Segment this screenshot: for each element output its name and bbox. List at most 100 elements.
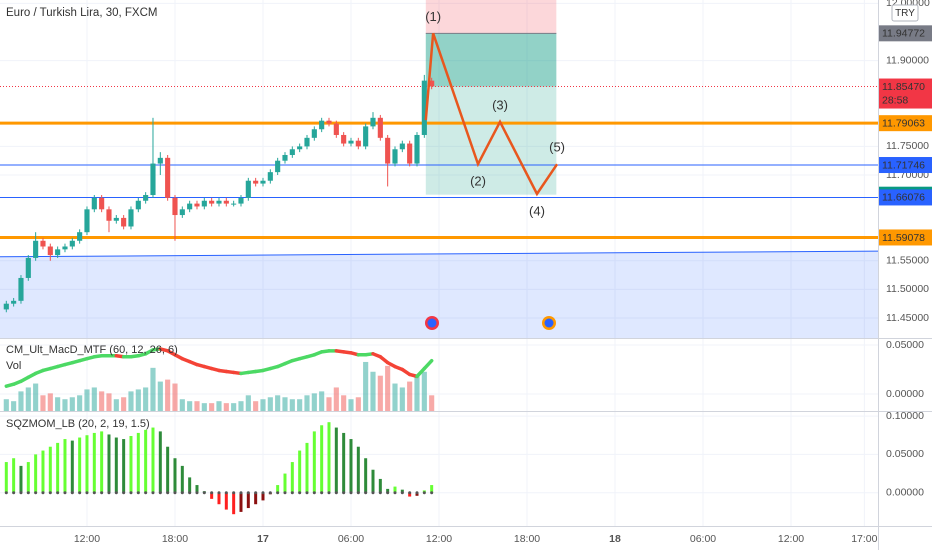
squeeze-dot <box>430 491 434 495</box>
volume-bar <box>289 399 295 411</box>
candle-body <box>319 120 325 130</box>
momentum-bar <box>364 458 368 493</box>
volume-bar <box>150 367 156 411</box>
y-tick-label: 11.45000 <box>886 312 929 324</box>
squeeze-dot <box>356 491 360 495</box>
candle-body <box>333 123 339 135</box>
candle-body <box>245 180 251 198</box>
momentum-bar <box>349 439 353 493</box>
price-label: 11.71746 <box>882 159 925 171</box>
momentum-bar <box>114 437 118 493</box>
x-tick-label: 18:00 <box>162 533 188 545</box>
squeeze-dot <box>268 491 272 495</box>
volume-bar <box>275 395 281 411</box>
volume-bar <box>429 395 435 411</box>
momentum-bar <box>239 492 243 512</box>
squeeze-dot <box>56 491 60 495</box>
volume-bar <box>399 387 405 411</box>
x-tick-label: 17 <box>257 533 269 545</box>
volume-bar <box>231 403 237 411</box>
volume-bar <box>106 393 112 411</box>
squeeze-dot <box>327 491 331 495</box>
candle-body <box>209 200 215 204</box>
stop-zone <box>425 0 557 34</box>
x-tick-label: 18:00 <box>514 533 540 545</box>
candle-body <box>297 146 303 150</box>
price-label-bg <box>879 78 932 109</box>
volume-bar <box>341 395 347 411</box>
squeeze-dot <box>202 491 206 495</box>
volume-bar <box>143 387 149 411</box>
candle-body <box>370 117 376 127</box>
y-tick-label: 0.00000 <box>886 388 924 400</box>
volume-bar <box>414 375 420 411</box>
squeeze-dot <box>312 491 316 495</box>
momentum-bar <box>166 446 170 493</box>
momentum-bar <box>107 434 111 493</box>
momentum-bar <box>400 489 404 493</box>
candle-body <box>289 149 295 155</box>
squeeze-dot <box>276 491 280 495</box>
squeeze-dot <box>41 491 45 495</box>
candle-body <box>150 163 156 196</box>
y-tick-label: 0.10000 <box>886 410 924 422</box>
volume-bar <box>135 389 141 411</box>
candle-body <box>223 200 229 204</box>
candle-body <box>194 203 200 207</box>
open-profit <box>425 33 557 87</box>
volume-bar <box>267 397 273 411</box>
volume-bar <box>282 397 288 411</box>
candle-body <box>385 137 391 164</box>
y-tick-label: 0.05000 <box>886 448 924 460</box>
candle-body <box>165 157 171 198</box>
x-tick-label: 12:00 <box>74 533 100 545</box>
volume-bar <box>25 387 31 411</box>
volume-bar <box>91 387 97 411</box>
volume-bar <box>363 361 369 411</box>
candle-body <box>3 303 9 310</box>
momentum-bar <box>195 485 199 493</box>
candle-body <box>363 126 369 147</box>
squeeze-dot <box>232 491 236 495</box>
squeeze-dot <box>334 491 338 495</box>
macd-line <box>415 366 427 379</box>
squeeze-dot <box>217 491 221 495</box>
candle-body <box>267 172 273 181</box>
squeeze-dot <box>393 491 397 495</box>
volume-bar <box>355 397 361 411</box>
momentum-bar <box>298 450 302 493</box>
volume-bar <box>297 399 303 411</box>
momentum-bar <box>144 429 148 493</box>
volume-bar <box>40 395 46 411</box>
momentum-bar <box>327 422 331 493</box>
momentum-bar <box>378 478 382 493</box>
momentum-bar <box>56 442 60 493</box>
volume-bar <box>18 391 24 411</box>
volume-bar <box>47 393 53 411</box>
volume-bar <box>216 401 222 411</box>
momentum-bar <box>92 432 96 493</box>
candle-body <box>216 200 222 204</box>
currency-button[interactable] <box>891 4 919 22</box>
momentum-bar <box>122 439 126 493</box>
candle-body <box>55 249 61 256</box>
wave-label: (2) <box>470 174 486 189</box>
volume-bar <box>187 401 193 411</box>
candle-body <box>275 160 281 173</box>
price-label: 11.79063 <box>882 117 925 129</box>
volume-bar <box>245 395 251 411</box>
candle-body <box>377 117 383 138</box>
x-tick-label: 12:00 <box>778 533 804 545</box>
price-label-bg <box>879 189 932 206</box>
volume-bar <box>304 395 310 411</box>
momentum-bar <box>85 435 89 493</box>
price-label: 11.94772 <box>882 28 925 40</box>
candle-body <box>429 80 435 87</box>
squeeze-dot <box>107 491 111 495</box>
squeeze-dot <box>195 491 199 495</box>
momentum-bar <box>371 469 375 493</box>
x-tick-label: 12:00 <box>426 533 452 545</box>
squeeze-dot <box>400 491 404 495</box>
volume-bar <box>333 387 339 411</box>
squeeze-dot <box>180 491 184 495</box>
